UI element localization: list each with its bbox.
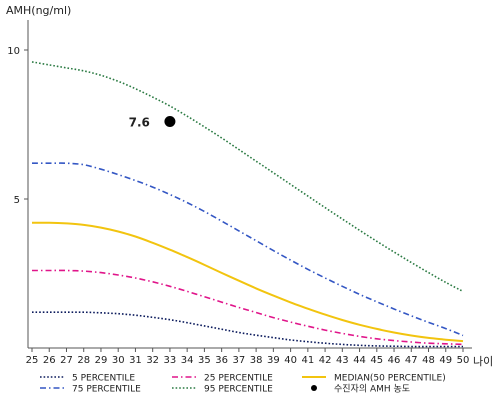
x-tick-label: 50 xyxy=(457,355,470,366)
x-tick-label: 29 xyxy=(95,355,108,366)
x-tick-label: 44 xyxy=(353,355,366,366)
x-tick-label: 35 xyxy=(198,355,211,366)
x-tick-label: 45 xyxy=(370,355,383,366)
x-tick-label: 39 xyxy=(267,355,280,366)
x-tick-label: 40 xyxy=(284,355,297,366)
x-tick-label: 47 xyxy=(405,355,418,366)
x-tick-label: 33 xyxy=(164,355,177,366)
legend-label-2: MEDIAN(50 PERCENTILE) xyxy=(334,374,446,384)
x-tick-label: 34 xyxy=(181,355,194,366)
legend-label-4: 95 PERCENTILE xyxy=(204,385,273,395)
x-axis-label: 나이 xyxy=(473,355,493,368)
highlight-point xyxy=(164,116,176,128)
x-tick-label: 26 xyxy=(43,355,56,366)
highlight-point-label: 7.6 xyxy=(129,116,150,130)
y-tick-label: 5 xyxy=(14,195,20,206)
x-tick-label: 46 xyxy=(388,355,401,366)
axes: AMH(ng/ml) 나이 5 10 25 26 27 28 29 30 31 32 33 34 35 36 3… xyxy=(6,4,493,368)
x-tick-label: 28 xyxy=(77,355,90,366)
series-line-4 xyxy=(31,61,464,293)
y-axis-label: AMH(ng/ml) xyxy=(6,4,71,17)
x-tick-label: 27 xyxy=(60,355,73,366)
highlight-point-group: 7.6 xyxy=(129,116,176,130)
legend-swatch-highlight xyxy=(311,385,317,391)
series-line-1 xyxy=(31,269,464,346)
x-tick-label: 41 xyxy=(301,355,314,366)
x-tick-label: 42 xyxy=(319,355,332,366)
legend-label-1: 25 PERCENTILE xyxy=(204,374,273,384)
x-tick-label: 49 xyxy=(439,355,452,366)
x-tick-label: 38 xyxy=(250,355,263,366)
x-tick-label: 48 xyxy=(422,355,435,366)
x-tick-label: 30 xyxy=(112,355,125,366)
legend-label-highlight: 수진자의 AMH 농도 xyxy=(334,384,410,395)
x-tick-label: 36 xyxy=(215,355,228,366)
series-line-3 xyxy=(32,162,464,337)
x-tick-label: 43 xyxy=(336,355,349,366)
x-tick-label: 32 xyxy=(146,355,159,366)
x-tick-label: 31 xyxy=(129,355,142,366)
legend-label-3: 75 PERCENTILE xyxy=(72,385,141,395)
legend-label-0: 5 PERCENTILE xyxy=(72,374,135,384)
series-line-2 xyxy=(31,221,464,343)
x-tick-label: 37 xyxy=(233,355,246,366)
series-line-0 xyxy=(32,311,463,348)
legend: 5 PERCENTILE 25 PERCENTILE MEDIAN(50 PERCE… xyxy=(40,374,446,395)
series-lines xyxy=(31,61,464,348)
y-tick-label: 10 xyxy=(7,46,20,57)
x-tick-label: 25 xyxy=(26,355,39,366)
